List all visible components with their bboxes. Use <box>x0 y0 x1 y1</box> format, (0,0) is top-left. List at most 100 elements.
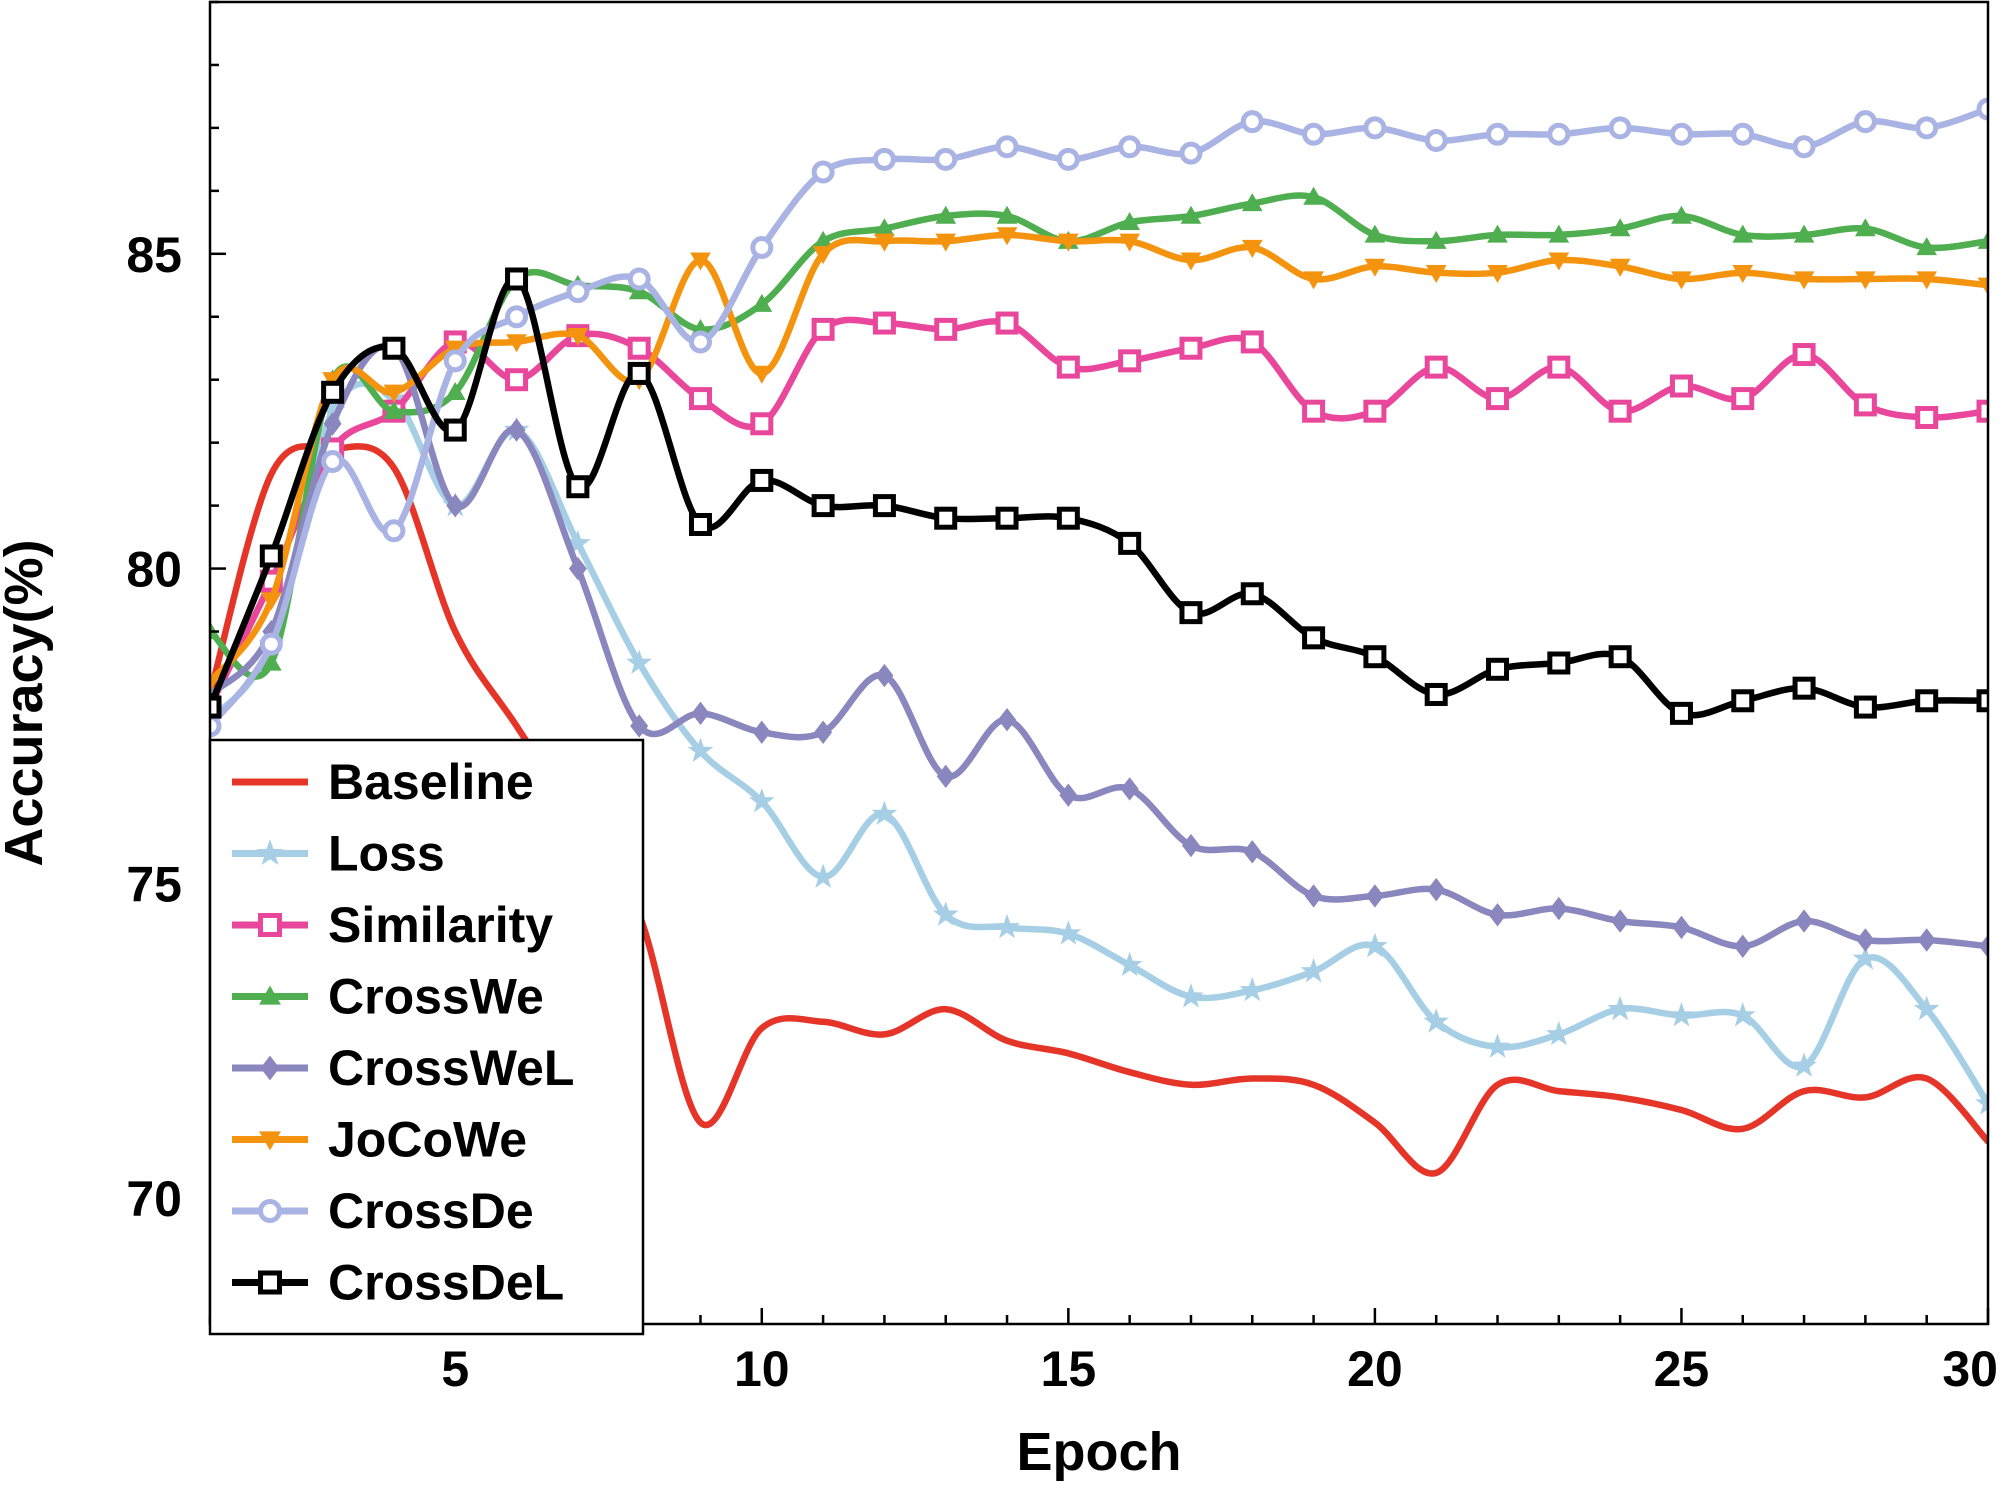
data-point <box>1243 840 1262 864</box>
data-point <box>1977 230 1988 249</box>
series-crosswe <box>210 186 1988 680</box>
data-point <box>1547 651 1571 675</box>
data-point <box>567 327 589 346</box>
legend-box <box>208 738 645 1336</box>
data-point <box>1240 330 1264 354</box>
data-point <box>1424 355 1448 379</box>
series-baseline <box>210 443 1988 1177</box>
series-jocowe <box>210 227 1988 693</box>
data-point <box>691 701 710 726</box>
data-point <box>996 205 1018 224</box>
data-point <box>1793 271 1815 290</box>
data-point <box>1302 122 1326 146</box>
data-point <box>994 913 1020 939</box>
data-point <box>259 632 283 656</box>
data-point <box>998 707 1017 732</box>
data-point <box>932 901 959 926</box>
data-point <box>810 863 836 888</box>
legend-label: Similarity <box>328 897 553 953</box>
data-point <box>259 544 283 568</box>
data-point <box>444 381 466 400</box>
data-point <box>1055 920 1082 945</box>
data-point <box>627 361 651 385</box>
data-point <box>811 494 835 518</box>
data-point <box>1424 128 1448 152</box>
data-point <box>1671 271 1692 290</box>
data-point <box>1852 945 1879 970</box>
data-point <box>1917 928 1936 952</box>
legend-item: Similarity <box>232 897 553 953</box>
legend-item: JoCoWe <box>232 1112 527 1168</box>
data-point <box>934 317 958 341</box>
data-point <box>1916 271 1938 290</box>
data-point <box>1733 934 1752 958</box>
data-point <box>1609 218 1631 237</box>
data-point <box>1179 336 1203 360</box>
plot-frame <box>208 0 1990 1326</box>
data-point <box>210 674 221 693</box>
data-point <box>1913 995 1940 1021</box>
data-point <box>1363 645 1387 669</box>
data-point <box>811 317 835 341</box>
data-point <box>1241 193 1263 212</box>
data-point <box>1669 374 1693 398</box>
series-line <box>210 192 1988 680</box>
data-point <box>1548 224 1570 243</box>
data-point <box>210 714 222 738</box>
data-point <box>1853 695 1877 719</box>
data-point <box>812 246 834 265</box>
data-point <box>1424 682 1448 706</box>
data-point <box>688 513 712 537</box>
data-point <box>1729 1002 1756 1027</box>
data-point <box>1792 343 1816 367</box>
data-point <box>506 334 527 353</box>
data-point <box>690 252 711 271</box>
data-point <box>1732 265 1754 284</box>
data-point <box>1056 147 1080 171</box>
data-point <box>1915 116 1939 140</box>
x-tick-label: 10 <box>734 1341 790 1397</box>
data-point <box>1120 777 1139 801</box>
data-point <box>1548 252 1570 271</box>
data-point <box>1975 1090 1988 1115</box>
legend-item: CrossWeL <box>232 1040 574 1096</box>
data-point <box>260 1055 280 1081</box>
x-tick-label: 25 <box>1654 1341 1710 1397</box>
data-point <box>1303 186 1324 205</box>
data-point <box>1364 258 1386 277</box>
data-point <box>507 418 526 442</box>
series-line <box>210 231 1988 686</box>
data-point <box>814 720 833 744</box>
data-point <box>1300 958 1327 983</box>
data-point <box>321 380 345 404</box>
data-point <box>1304 884 1323 908</box>
data-point <box>1181 833 1200 858</box>
legend-label: CrossWe <box>328 969 544 1025</box>
data-point <box>1118 349 1142 373</box>
data-point <box>627 336 651 360</box>
data-point <box>505 305 529 329</box>
data-point <box>319 397 346 423</box>
data-point <box>627 267 651 291</box>
data-point <box>1487 224 1508 243</box>
series-crosswel <box>210 336 1988 958</box>
data-point <box>1484 1033 1511 1058</box>
data-point <box>874 233 895 252</box>
legend-label: JoCoWe <box>328 1112 527 1168</box>
data-point <box>1239 976 1266 1002</box>
data-point <box>1116 951 1143 977</box>
data-point <box>1423 1008 1449 1033</box>
data-point <box>1118 531 1142 555</box>
data-point <box>688 387 712 411</box>
data-point <box>383 400 405 419</box>
data-point <box>872 494 896 518</box>
y-tick-label: 80 <box>126 542 182 598</box>
data-point <box>1486 122 1510 146</box>
data-point <box>258 1270 282 1295</box>
y-tick-label: 70 <box>126 1171 182 1227</box>
data-point <box>1855 218 1876 237</box>
data-point <box>687 737 714 763</box>
data-point <box>382 336 406 360</box>
data-point <box>752 720 771 744</box>
